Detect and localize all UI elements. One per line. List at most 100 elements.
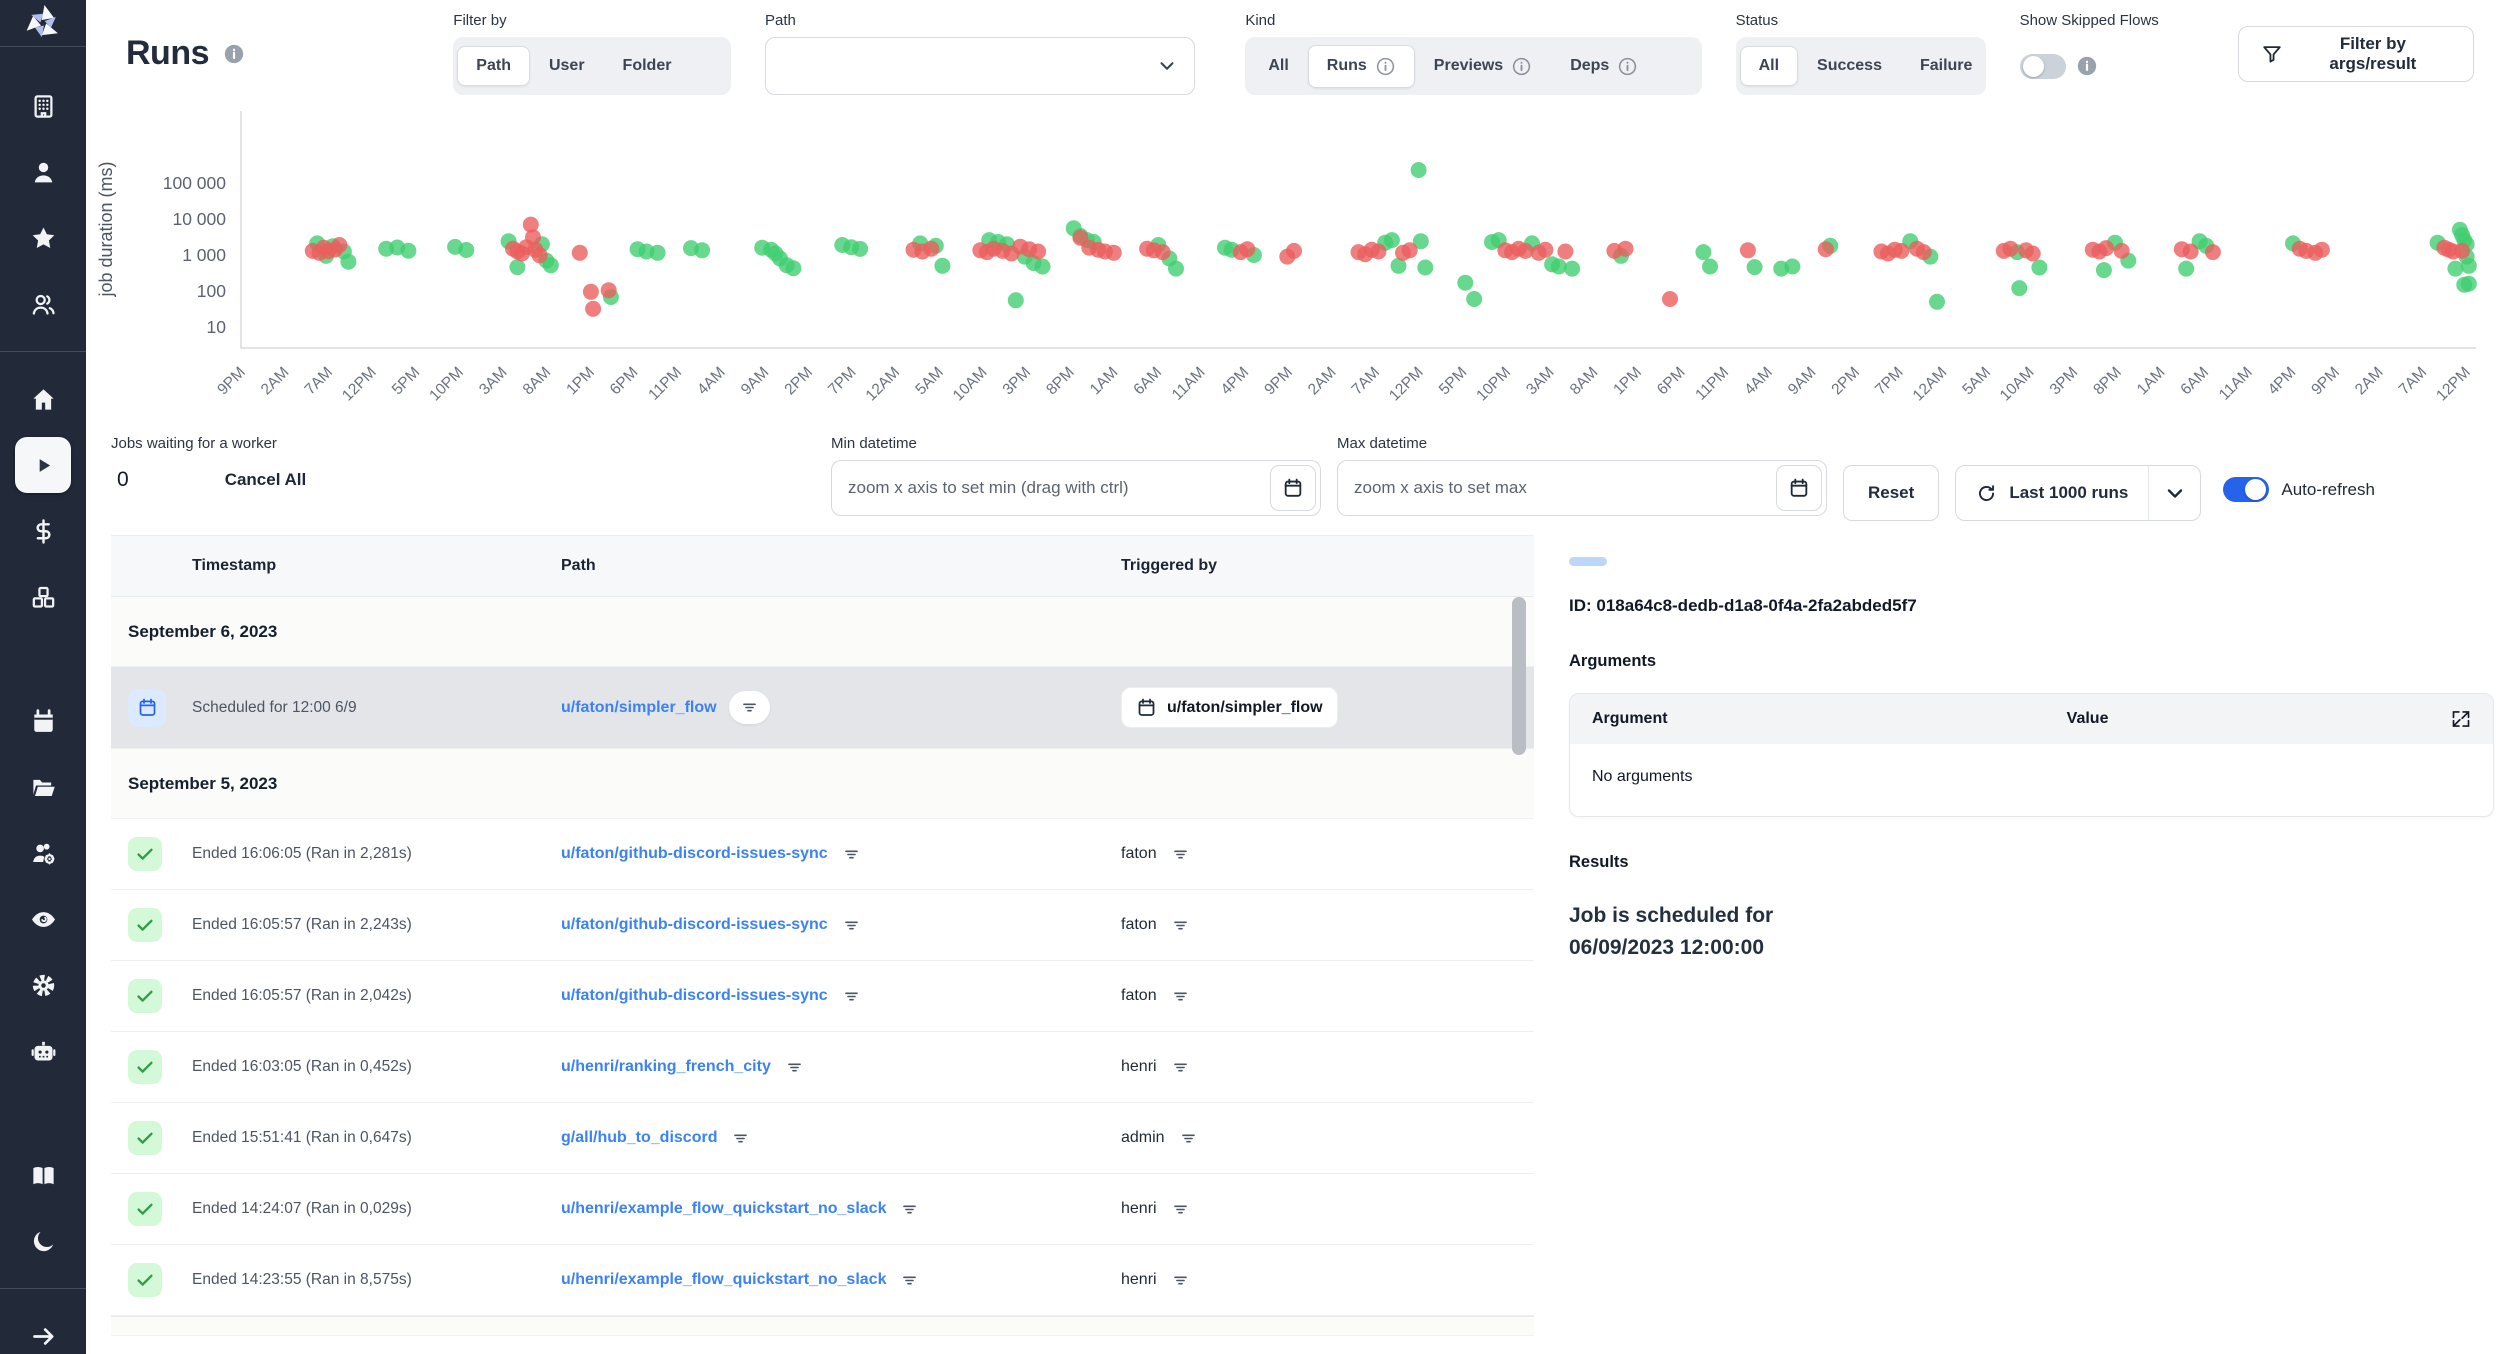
sidebar-item-home[interactable] <box>15 371 71 427</box>
svg-text:job duration (ms): job duration (ms) <box>96 161 116 297</box>
kind-segmented: All Runs Previews Deps <box>1245 37 1702 95</box>
svg-text:10 000: 10 000 <box>172 209 226 229</box>
min-datetime-input[interactable] <box>832 478 1270 498</box>
svg-text:7PM: 7PM <box>1872 364 1907 399</box>
run-path-link[interactable]: u/faton/github-discord-issues-sync <box>561 916 828 933</box>
run-path-link[interactable]: u/henri/ranking_french_city <box>561 1058 771 1075</box>
filter-by-option-path[interactable]: Path <box>457 46 530 86</box>
svg-text:10PM: 10PM <box>426 364 467 405</box>
table-row-scheduled[interactable]: Scheduled for 12:00 6/9 u/faton/simpler_f… <box>111 667 1534 749</box>
status-option-success[interactable]: Success <box>1798 46 1901 86</box>
skipped-info-icon[interactable] <box>2076 55 2098 77</box>
sidebar-item-user[interactable] <box>15 144 71 200</box>
status-option-failure[interactable]: Failure <box>1901 46 1991 86</box>
info-icon[interactable] <box>1511 56 1532 77</box>
status-option-all[interactable]: All <box>1739 46 1799 86</box>
filter-by-user-icon[interactable] <box>1171 1058 1190 1077</box>
windmill-logo[interactable] <box>0 0 86 47</box>
runs-duration-chart[interactable]: job duration (ms) 10 100 1 000 10 000 100 000… <box>86 101 2500 431</box>
sidebar-collapse-button[interactable] <box>15 1308 71 1354</box>
svg-text:100: 100 <box>197 281 226 301</box>
sidebar-item-building[interactable] <box>15 78 71 134</box>
reset-button[interactable]: Reset <box>1843 465 1940 521</box>
table-row-run[interactable]: Ended 16:05:57 (Ran in 2,042s) u/faton/gi… <box>111 961 1534 1032</box>
sidebar-item-users[interactable] <box>15 276 71 332</box>
chevron-down-icon <box>1156 55 1178 77</box>
run-timestamp: Ended 16:05:57 (Ran in 2,243s) <box>192 916 412 933</box>
kind-option-all[interactable]: All <box>1249 46 1307 86</box>
show-skipped-toggle[interactable] <box>2019 53 2066 79</box>
filter-by-path-icon[interactable] <box>785 1058 804 1077</box>
table-scrollbar[interactable] <box>1512 597 1526 755</box>
run-path-link[interactable]: g/all/hub_to_discord <box>561 1129 718 1146</box>
svg-text:11AM: 11AM <box>1169 364 1209 404</box>
run-path-link[interactable]: u/faton/github-discord-issues-sync <box>561 845 828 862</box>
filter-by-path-icon[interactable] <box>900 1200 919 1219</box>
svg-text:7AM: 7AM <box>1349 364 1384 399</box>
kind-option-runs[interactable]: Runs <box>1307 44 1415 88</box>
sidebar-item-boxes[interactable] <box>15 569 71 625</box>
sidebar-item-book[interactable] <box>15 1147 71 1203</box>
sidebar-item-gear[interactable] <box>15 957 71 1013</box>
table-row-run[interactable]: Ended 14:23:55 (Ran in 8,575s) u/henri/ex… <box>111 1245 1534 1316</box>
cancel-all-button[interactable]: Cancel All <box>224 470 307 489</box>
triggered-by-user: faton <box>1121 987 1157 1004</box>
filter-args-result-button[interactable]: Filter by args/result <box>2237 26 2474 82</box>
table-row-run[interactable]: Ended 16:03:05 (Ran in 0,452s) u/henri/ra… <box>111 1032 1534 1103</box>
auto-refresh-toggle[interactable] <box>2223 477 2270 502</box>
svg-text:3AM: 3AM <box>476 364 511 399</box>
sidebar-item-eye[interactable] <box>15 891 71 947</box>
sidebar-item-dollar[interactable] <box>15 503 71 559</box>
filter-by-user-icon[interactable] <box>1171 1200 1190 1219</box>
dollar-icon <box>30 518 57 545</box>
filter-by-user-icon[interactable] <box>1179 1129 1198 1148</box>
max-datetime-input[interactable] <box>1338 478 1776 498</box>
runs-info-icon[interactable] <box>223 43 245 65</box>
sidebar-item-robot[interactable] <box>15 1023 71 1079</box>
filter-by-user-icon[interactable] <box>1171 916 1190 935</box>
table-row-run[interactable]: Ended 15:51:41 (Ran in 0,647s) g/all/hub_… <box>111 1103 1534 1174</box>
info-icon[interactable] <box>1375 56 1396 77</box>
run-path-link[interactable]: u/faton/github-discord-issues-sync <box>561 987 828 1004</box>
expand-icon[interactable] <box>2451 709 2471 729</box>
sidebar-item-moon[interactable] <box>15 1213 71 1269</box>
filter-by-option-folder[interactable]: Folder <box>604 46 691 86</box>
sidebar-item-play[interactable] <box>15 437 71 493</box>
calendar-icon[interactable] <box>1270 465 1316 511</box>
filter-by-path-icon[interactable] <box>900 1271 919 1290</box>
success-check-icon <box>128 979 162 1013</box>
triggered-by-badge[interactable]: u/faton/simpler_flow <box>1121 687 1338 728</box>
last-runs-dropdown-button[interactable] <box>2148 466 2200 520</box>
filter-by-user-icon[interactable] <box>1171 1271 1190 1290</box>
path-select[interactable] <box>765 37 1196 95</box>
run-path-link[interactable]: u/henri/example_flow_quickstart_no_slack <box>561 1200 887 1217</box>
filter-by-user-icon[interactable] <box>1171 987 1190 1006</box>
sidebar-item-folder-open[interactable] <box>15 759 71 815</box>
kind-option-previews[interactable]: Previews <box>1415 45 1551 88</box>
table-row-run[interactable]: Ended 16:06:05 (Ran in 2,281s) u/faton/gi… <box>111 819 1534 890</box>
filter-by-path-icon[interactable] <box>728 691 770 724</box>
run-path-link[interactable]: u/faton/simpler_flow <box>561 698 717 716</box>
arguments-table-header: Argument Value <box>1570 694 2493 744</box>
kind-option-deps[interactable]: Deps <box>1551 45 1657 88</box>
run-detail-panel: ID: 018a64c8-dedb-d1a8-0f4a-2fa2abded5f7… <box>1534 535 2500 1354</box>
filter-by-path-icon[interactable] <box>731 1129 750 1148</box>
table-body: September 6, 2023 Scheduled for 12:00 6/9… <box>111 597 1534 1336</box>
filter-by-user-icon[interactable] <box>1171 845 1190 864</box>
filter-by-path-icon[interactable] <box>842 987 861 1006</box>
filter-by-path-icon[interactable] <box>842 916 861 935</box>
info-icon[interactable] <box>1617 56 1638 77</box>
filter-by-path-icon[interactable] <box>842 845 861 864</box>
sidebar-item-calendar[interactable] <box>15 693 71 749</box>
table-row-run[interactable]: Ended 14:24:07 (Ran in 0,029s) u/henri/ex… <box>111 1174 1534 1245</box>
sidebar-item-star[interactable] <box>15 210 71 266</box>
svg-text:3PM: 3PM <box>1000 364 1035 399</box>
table-row-run[interactable]: Ended 16:05:57 (Ran in 2,243s) u/faton/gi… <box>111 890 1534 961</box>
loading-skeleton <box>1569 557 1607 566</box>
run-path-link[interactable]: u/henri/example_flow_quickstart_no_slack <box>561 1271 887 1288</box>
calendar-icon[interactable] <box>1776 465 1822 511</box>
triggered-by-user: henri <box>1121 1058 1157 1075</box>
sidebar-item-users-gear[interactable] <box>15 825 71 881</box>
last-runs-button[interactable]: Last 1000 runs <box>1956 466 2148 520</box>
filter-by-option-user[interactable]: User <box>530 46 604 86</box>
